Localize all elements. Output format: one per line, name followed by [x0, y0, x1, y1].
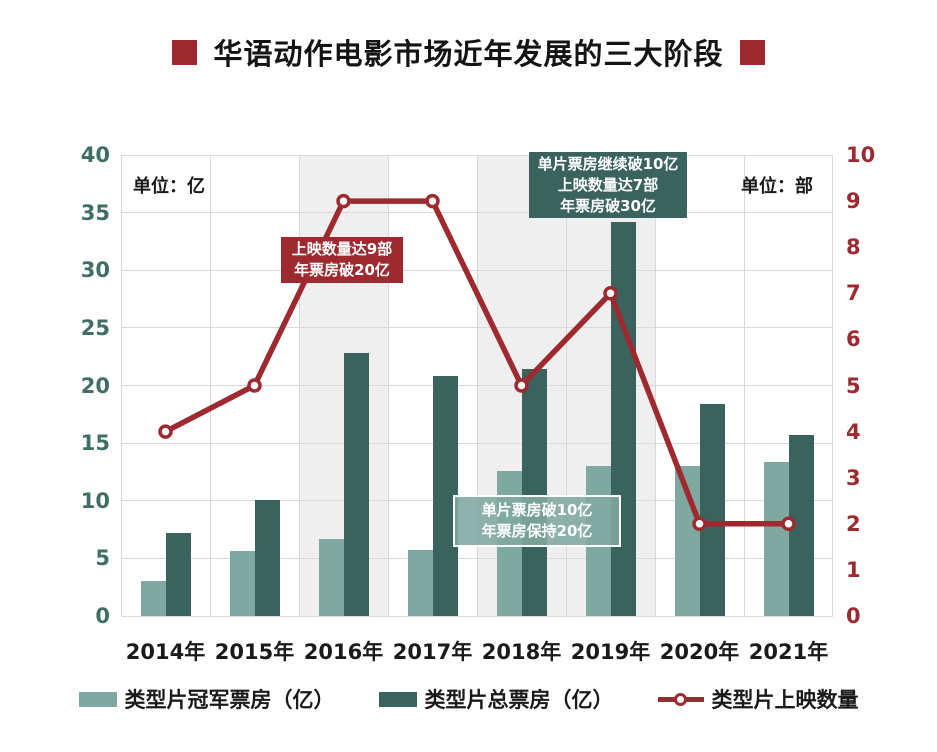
right-axis-tick: 1	[846, 557, 861, 582]
gridline-vertical	[744, 155, 745, 616]
right-axis-tick: 0	[846, 604, 861, 628]
annotation-line: 年票房破30亿	[560, 196, 656, 215]
bar-champion-2021年	[763, 461, 789, 616]
gridline-horizontal	[121, 615, 833, 617]
gridline-vertical	[121, 155, 122, 616]
gridline-vertical	[655, 155, 656, 616]
annotation-line: 单片票房破10亿	[481, 501, 593, 519]
left-axis-tick: 15	[80, 431, 110, 456]
gridline-vertical	[832, 155, 833, 616]
release-count-line	[164, 198, 789, 527]
gridline-vertical	[388, 155, 389, 616]
title-right-square-icon	[739, 39, 765, 65]
right-axis-tick: 9	[846, 189, 861, 214]
line-series	[158, 193, 796, 532]
legend: 类型片冠军票房（亿） 类型片总票房（亿） 类型片上映数量	[0, 684, 937, 714]
annotation-line: 上映数量达9部	[291, 240, 393, 258]
annotation-stage1: 上映数量达9部 年票房破20亿	[281, 237, 403, 283]
right-axis-tick: 2	[846, 511, 861, 536]
annotation-line: 年票房保持20亿	[481, 522, 593, 540]
title-left-square-icon	[172, 39, 198, 65]
x-axis-tick-2015年: 2015年	[214, 640, 295, 664]
left-axis-tick: 40	[80, 143, 110, 167]
left-axis-tick: 30	[80, 258, 110, 283]
line-marker-2021年	[781, 516, 796, 532]
gridline-vertical	[299, 155, 300, 616]
release-count-line-marker-icon	[657, 692, 704, 707]
right-axis-tick: 5	[846, 373, 861, 398]
x-axis-tick-2019年: 2019年	[570, 640, 651, 664]
page-title: 华语动作电影市场近年发展的三大阶段	[213, 37, 724, 71]
line-marker-2014年	[158, 424, 173, 439]
x-axis-tick-2017年: 2017年	[392, 640, 473, 664]
left-axis-tick: 10	[80, 488, 110, 513]
champion-boxoffice-swatch-icon	[78, 691, 117, 707]
line-marker-2016年	[336, 193, 351, 209]
line-marker-2015年	[247, 378, 262, 393]
x-axis-tick-2020年: 2020年	[659, 640, 740, 664]
chart-title-row: 华语动作电影市场近年发展的三大阶段	[0, 32, 937, 72]
bar-total-2020年	[699, 403, 725, 616]
legend-label: 类型片冠军票房（亿）	[124, 688, 335, 712]
right-axis-tick: 6	[846, 327, 861, 352]
right-axis-tick: 10	[846, 143, 876, 167]
legend-label: 类型片总票房（亿）	[424, 688, 614, 712]
total-boxoffice-swatch-icon	[378, 691, 417, 707]
right-axis-tick: 7	[846, 281, 861, 306]
annotation-stage3: 单片票房继续破10亿 上映数量达7部 年票房破30亿	[529, 152, 687, 218]
bar-champion-2016年	[318, 538, 344, 616]
line-marker-2018年	[514, 378, 529, 393]
x-axis-tick-2014年: 2014年	[125, 640, 206, 664]
bar-total-2015年	[254, 499, 280, 616]
annotation-line: 上映数量达7部	[557, 175, 659, 194]
left-axis-tick: 5	[95, 546, 110, 571]
bar-champion-2014年	[140, 581, 166, 616]
bar-total-2018年	[521, 369, 547, 616]
left-axis-tick: 20	[80, 373, 110, 398]
left-axis-tick: 0	[95, 604, 110, 628]
annotation-line: 单片票房继续破10亿	[537, 154, 679, 173]
left-axis-tick: 35	[80, 200, 110, 225]
legend-label: 类型片上映数量	[711, 688, 859, 712]
line-marker-2020年	[692, 516, 707, 532]
legend-item-count: 类型片上映数量	[657, 684, 859, 714]
line-marker-2017年	[425, 193, 440, 209]
right-axis-tick: 8	[846, 235, 861, 260]
gridline-vertical	[210, 155, 211, 616]
right-axis-tick: 3	[846, 465, 861, 490]
x-axis-tick-2016年: 2016年	[303, 640, 384, 664]
bar-champion-2017年	[407, 550, 433, 616]
left-axis-unit-label: 单位：亿	[133, 176, 205, 197]
legend-item-champion: 类型片冠军票房（亿）	[78, 684, 335, 714]
annotation-stage2: 单片票房破10亿 年票房保持20亿	[453, 495, 621, 547]
bar-champion-2015年	[229, 551, 255, 616]
bar-total-2014年	[165, 533, 191, 616]
x-axis-tick-2018年: 2018年	[481, 640, 562, 664]
bar-total-2016年	[343, 353, 369, 616]
annotation-line: 年票房破20亿	[294, 261, 390, 279]
x-axis-tick-2021年: 2021年	[748, 640, 829, 664]
line-marker-2019年	[603, 286, 618, 301]
legend-item-total: 类型片总票房（亿）	[378, 684, 614, 714]
left-axis-tick: 25	[80, 315, 110, 340]
gridline-vertical	[566, 155, 567, 616]
gridline-vertical	[477, 155, 478, 616]
right-axis-tick: 4	[846, 419, 861, 444]
right-axis-unit-label: 单位：部	[741, 176, 813, 197]
